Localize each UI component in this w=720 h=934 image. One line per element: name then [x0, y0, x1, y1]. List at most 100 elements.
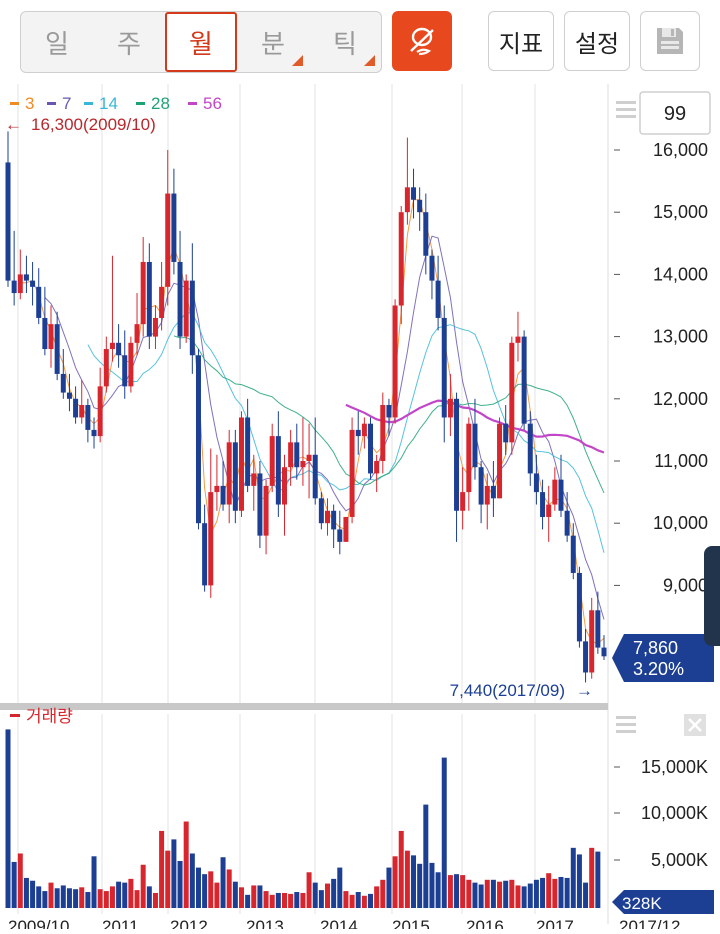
volume-bar: [478, 884, 484, 908]
draw-tool-button[interactable]: [392, 11, 452, 71]
candle-body: [66, 392, 72, 399]
volume-bar: [232, 881, 238, 908]
pen-draw-icon: [410, 27, 434, 56]
price-tick-label: 14,000: [653, 264, 708, 284]
candle-body: [281, 467, 287, 505]
grid-lines: [17, 84, 609, 924]
price-tick-label: 15,000: [653, 202, 708, 222]
candle-body: [238, 417, 244, 511]
volume-bar: [533, 879, 539, 908]
volume-bar: [140, 864, 146, 908]
count-input[interactable]: [639, 91, 711, 135]
candle-body: [232, 442, 238, 511]
stock-chart[interactable]: 3 7 14 28 56 ← 16,300(2009/10) 7,440(2017/09…: [0, 84, 720, 934]
volume-bar: [411, 855, 417, 908]
volume-bar: [564, 877, 570, 908]
candle-body: [300, 461, 306, 468]
volume-bar: [23, 877, 29, 908]
volume-bar: [558, 876, 564, 908]
period-button[interactable]: 분: [237, 12, 309, 72]
panel-divider[interactable]: [0, 703, 608, 710]
price-tick-label: 10,000: [653, 513, 708, 533]
candle-body: [368, 423, 374, 474]
close-icon[interactable]: [684, 714, 706, 736]
candle-body: [349, 429, 355, 517]
chart-canvas[interactable]: 3 7 14 28 56 ← 16,300(2009/10) 7,440(2017/09…: [0, 84, 720, 934]
candle-body: [226, 442, 232, 505]
candle-body: [152, 317, 158, 337]
candle-body: [251, 473, 257, 486]
volume-bar: [576, 854, 582, 908]
volume-bar: [11, 861, 17, 908]
price-tick-label: 13,000: [653, 327, 708, 347]
candle-body: [97, 386, 103, 437]
volume-bar: [208, 871, 214, 908]
ma-legend-label: 28: [151, 94, 170, 113]
dropdown-corner-icon: [364, 55, 375, 66]
candle-body: [527, 423, 533, 474]
volume-bar: [343, 891, 349, 908]
candle-body: [269, 436, 275, 486]
save-button[interactable]: [640, 11, 700, 71]
time-axis: 2009/10 2011 2012 2013 2014 2015 2016 2017 2017/…: [8, 917, 680, 934]
volume-bar: [42, 891, 48, 908]
period-button[interactable]: 일: [21, 12, 93, 72]
volume-bar: [275, 892, 281, 908]
settings-button[interactable]: 설정: [564, 11, 630, 71]
volume-bar: [251, 885, 257, 908]
candle-body: [331, 510, 337, 530]
volume-bar: [306, 872, 312, 908]
time-axis-label: 2013: [246, 917, 284, 929]
volume-bar: [497, 881, 503, 908]
candle-body: [380, 405, 386, 461]
volume-bar: [36, 886, 42, 908]
candle-body: [79, 405, 85, 418]
volume-bar: [220, 857, 226, 908]
candle-body: [245, 417, 251, 486]
candle-body: [11, 280, 17, 294]
current-price-tag: 7,860 3.20%: [612, 634, 714, 682]
volume-bar: [325, 883, 331, 908]
volume-bar: [103, 891, 109, 908]
candle-body: [343, 516, 349, 542]
side-drawer-handle[interactable]: [704, 546, 720, 646]
indicator-button[interactable]: 지표: [488, 11, 554, 71]
candle-body: [558, 479, 564, 511]
volume-menu-icon[interactable]: [616, 716, 636, 733]
candle-body: [460, 492, 466, 511]
volume-bar: [73, 889, 79, 908]
volume-bar: [589, 847, 595, 908]
candle-body: [564, 510, 570, 536]
candle-body: [195, 355, 201, 524]
candle-body: [361, 423, 367, 437]
candle-body: [576, 572, 582, 642]
volume-bar: [404, 850, 410, 908]
candlestick-series: [5, 131, 607, 683]
candle-body: [411, 187, 417, 200]
time-axis-label: 2016: [466, 917, 504, 929]
volume-bar: [48, 882, 54, 908]
period-button[interactable]: 월: [165, 12, 237, 72]
candle-body: [73, 398, 79, 418]
time-axis-label: 2015: [392, 917, 430, 929]
volume-bar: [374, 886, 380, 908]
volume-bar: [54, 888, 60, 908]
volume-bar: [331, 878, 337, 908]
candle-body: [552, 479, 558, 505]
low-price-marker: 7,440(2017/09) →: [450, 681, 593, 700]
volume-bar: [349, 894, 355, 908]
menu-lines-icon[interactable]: [616, 101, 636, 118]
period-button-label: 일: [45, 28, 69, 59]
ma-legend-swatch: [84, 102, 93, 105]
volume-bar: [97, 889, 103, 908]
candle-body: [214, 485, 220, 493]
candle-body: [48, 324, 54, 350]
period-button[interactable]: 틱: [309, 12, 381, 72]
candle-body: [374, 461, 380, 474]
candle-body: [91, 429, 97, 437]
indicator-button-label: 지표: [498, 30, 544, 58]
high-marker-text: 16,300(2009/10): [31, 115, 156, 134]
volume-bar: [152, 892, 158, 908]
period-button[interactable]: 주: [93, 12, 165, 72]
candle-body: [17, 274, 23, 294]
